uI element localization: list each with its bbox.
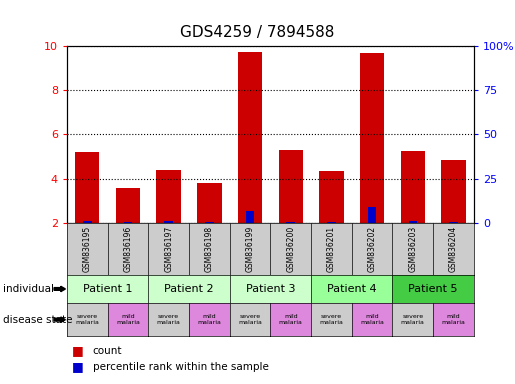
Text: GSM836198: GSM836198 bbox=[205, 225, 214, 272]
Bar bbox=[157, 170, 181, 223]
Bar bbox=[441, 160, 466, 223]
Text: GSM836197: GSM836197 bbox=[164, 225, 173, 272]
Bar bbox=[286, 222, 295, 223]
Text: Patient 2: Patient 2 bbox=[164, 284, 214, 294]
Text: percentile rank within the sample: percentile rank within the sample bbox=[93, 362, 269, 372]
Text: Patient 3: Patient 3 bbox=[246, 284, 295, 294]
Text: Patient 4: Patient 4 bbox=[327, 284, 376, 294]
Text: GSM836199: GSM836199 bbox=[246, 225, 254, 272]
Bar bbox=[408, 220, 417, 223]
Text: GSM836201: GSM836201 bbox=[327, 225, 336, 272]
Text: GSM836204: GSM836204 bbox=[449, 225, 458, 272]
Text: mild
malaria: mild malaria bbox=[360, 314, 384, 325]
Bar bbox=[319, 171, 344, 223]
Bar bbox=[327, 222, 336, 223]
Text: GSM836196: GSM836196 bbox=[124, 225, 132, 272]
Text: GSM836200: GSM836200 bbox=[286, 225, 295, 272]
Text: ■: ■ bbox=[72, 360, 84, 373]
Text: mild
malaria: mild malaria bbox=[116, 314, 140, 325]
Text: severe
malaria: severe malaria bbox=[401, 314, 425, 325]
Bar bbox=[238, 51, 262, 223]
Bar bbox=[368, 207, 376, 223]
Text: disease state: disease state bbox=[3, 314, 72, 325]
Text: GSM836203: GSM836203 bbox=[408, 225, 417, 272]
Text: severe
malaria: severe malaria bbox=[319, 314, 344, 325]
Text: ■: ■ bbox=[72, 344, 84, 357]
Bar bbox=[246, 210, 254, 223]
Bar bbox=[116, 189, 140, 223]
Text: GDS4259 / 7894588: GDS4259 / 7894588 bbox=[180, 25, 335, 40]
Bar bbox=[83, 220, 92, 223]
Bar bbox=[124, 222, 132, 223]
Text: count: count bbox=[93, 346, 122, 356]
Bar bbox=[75, 152, 99, 223]
Text: severe
malaria: severe malaria bbox=[75, 314, 99, 325]
Bar bbox=[401, 151, 425, 223]
Bar bbox=[164, 220, 173, 223]
Text: GSM836202: GSM836202 bbox=[368, 225, 376, 272]
Text: GSM836195: GSM836195 bbox=[83, 225, 92, 272]
Text: Patient 1: Patient 1 bbox=[83, 284, 132, 294]
Text: individual: individual bbox=[3, 284, 54, 294]
Bar bbox=[197, 183, 221, 223]
Text: severe
malaria: severe malaria bbox=[157, 314, 181, 325]
Bar bbox=[449, 222, 458, 223]
Text: mild
malaria: mild malaria bbox=[441, 314, 466, 325]
Bar bbox=[360, 53, 384, 223]
Text: severe
malaria: severe malaria bbox=[238, 314, 262, 325]
Text: mild
malaria: mild malaria bbox=[197, 314, 221, 325]
Bar bbox=[279, 150, 303, 223]
Bar bbox=[205, 222, 214, 223]
Text: mild
malaria: mild malaria bbox=[279, 314, 303, 325]
Text: Patient 5: Patient 5 bbox=[408, 284, 458, 294]
